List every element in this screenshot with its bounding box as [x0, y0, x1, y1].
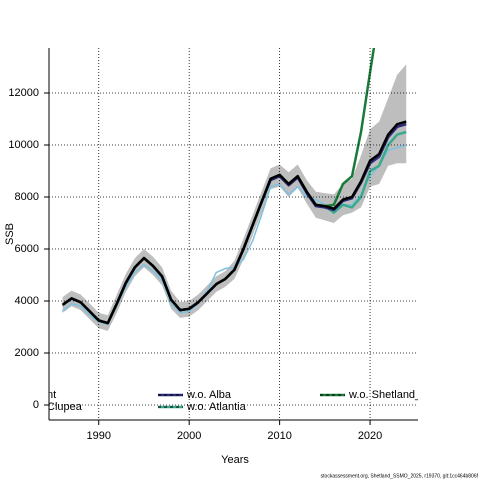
legend-label: w.o. Alba [186, 389, 232, 401]
x-tick-label: 2020 [358, 430, 382, 442]
y-tick-label: 12000 [8, 87, 39, 99]
legend-label: w.o. Shetland_l [348, 389, 424, 401]
footnote: stockassessment.org, Shetland_SSMO_2025,… [321, 473, 479, 479]
y-tick-label: 8000 [15, 191, 39, 203]
y-tick-label: 0 [33, 399, 39, 411]
y-tick-label: 6000 [15, 243, 39, 255]
legend-label: nt [47, 389, 56, 401]
y-axis-label: SSB [4, 223, 16, 245]
legend-label: Clupea [47, 401, 83, 413]
x-tick-label: 1990 [87, 430, 111, 442]
series-line [61, 120, 407, 325]
x-tick-label: 2010 [267, 430, 291, 442]
y-tick-label: 2000 [15, 347, 39, 359]
series-line [61, 123, 407, 325]
x-tick-label: 2000 [177, 430, 201, 442]
plot-area [61, 48, 407, 331]
confidence-band [62, 64, 407, 331]
legend-label: w.o. Atlantia [186, 401, 247, 413]
x-axis-label: Years [221, 454, 249, 466]
y-tick-label: 4000 [15, 295, 39, 307]
y-tick-label: 10000 [8, 139, 39, 151]
